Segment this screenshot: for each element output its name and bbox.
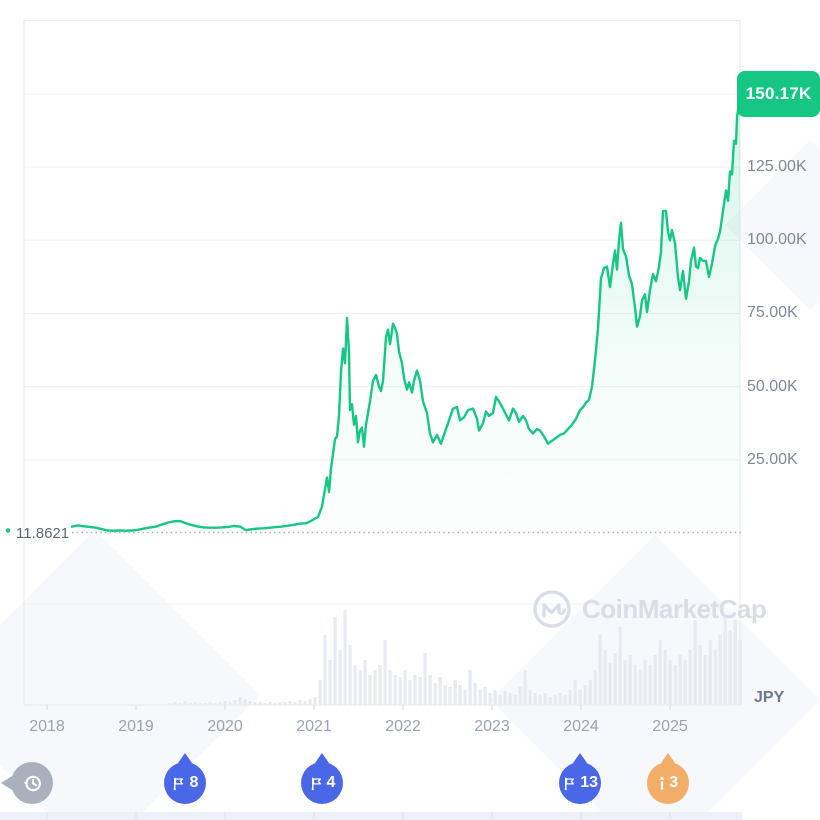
price-line	[70, 92, 742, 532]
marker-tail	[315, 753, 329, 763]
x-axis-label-2025: 2025	[652, 718, 688, 735]
marker-tail	[573, 753, 588, 763]
flag-icon	[311, 777, 321, 790]
y-axis-label: 125.00K	[747, 158, 807, 176]
currency-axis-label: JPY	[754, 689, 785, 706]
marker-count: 3	[669, 774, 679, 791]
timeline-marker-flags-8[interactable]: 8	[163, 762, 206, 804]
flag-icon	[174, 777, 184, 790]
watermark-text: CoinMarketCap	[582, 593, 767, 624]
timeline-marker-info-3[interactable]: 3	[647, 762, 690, 804]
x-axis-label-2023: 2023	[474, 718, 510, 735]
marker-count: 13	[580, 774, 598, 791]
current-price-badge: 150.17K	[737, 71, 820, 117]
current-price-label: 150.17K	[745, 84, 812, 103]
marker-tail	[177, 753, 192, 763]
background-diamond	[725, 140, 820, 310]
first-price-label: 11.8621	[16, 525, 70, 542]
coinmarketcap-logo-icon	[533, 590, 571, 628]
y-axis-label: 75.00K	[747, 304, 798, 322]
marker-count: 8	[189, 774, 199, 791]
x-axis-label-2019: 2019	[118, 718, 154, 735]
marker-tail	[661, 753, 676, 763]
y-axis-label: 100.00K	[747, 231, 807, 249]
x-axis-label-2020: 2020	[207, 718, 243, 735]
marker-tail	[1, 776, 12, 790]
volume-bars	[168, 610, 742, 705]
timeline-brush-strip[interactable]	[0, 812, 742, 820]
x-axis-label-2018: 2018	[29, 718, 65, 735]
flag-icon	[564, 777, 575, 790]
x-axis-label-2024: 2024	[563, 718, 599, 735]
price-area-fill	[72, 93, 740, 533]
y-axis-label: 25.00K	[747, 450, 798, 468]
watermark: CoinMarketCap	[531, 588, 767, 630]
y-axis-label: 50.00K	[747, 377, 798, 395]
timeline-marker-flags-4[interactable]: 4	[301, 762, 343, 804]
timeline-marker-history[interactable]	[11, 762, 53, 804]
background-diamond	[0, 530, 260, 820]
marker-count: 4	[326, 774, 336, 791]
first-price-dot	[5, 528, 11, 533]
x-axis-label-2021: 2021	[296, 718, 332, 735]
info-icon	[660, 776, 664, 790]
timeline-marker-flags-13[interactable]: 13	[559, 762, 602, 804]
history-icon	[23, 775, 41, 791]
x-axis-label-2022: 2022	[385, 718, 421, 735]
